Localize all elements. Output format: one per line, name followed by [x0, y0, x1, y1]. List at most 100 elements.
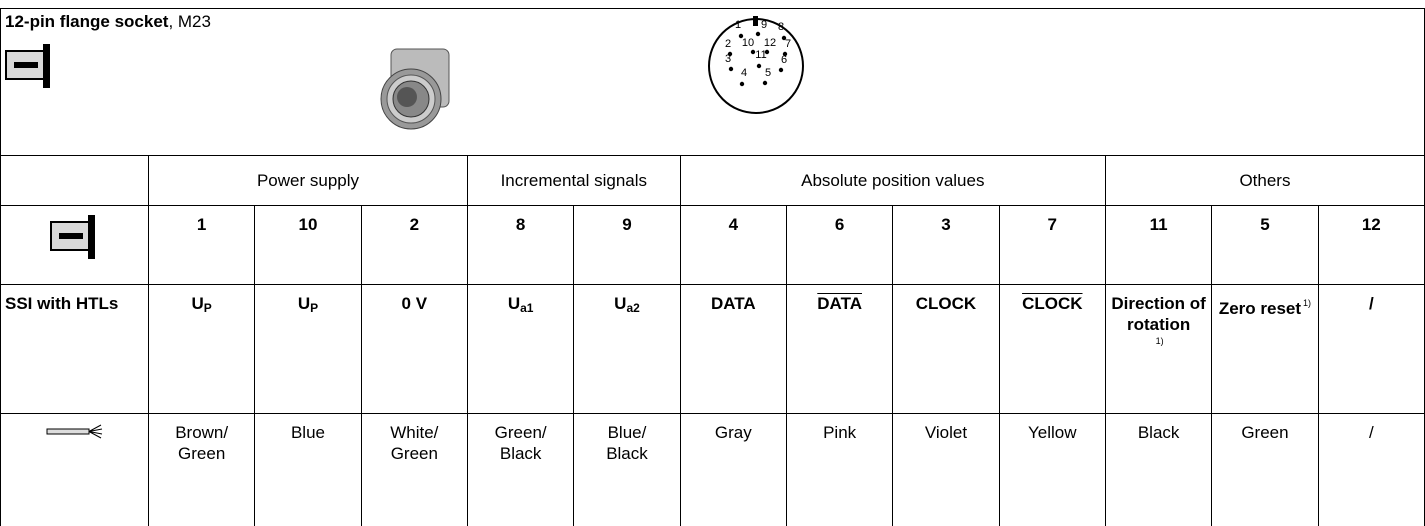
signal-cell: Ua2 [574, 285, 680, 414]
wire-color: Green/ [471, 422, 570, 443]
wire-color: Yellow [1003, 422, 1102, 443]
pin-cell: 2 [361, 206, 467, 285]
wire-color: Brown/ [152, 422, 251, 443]
wire-color: / [1322, 422, 1421, 443]
pin-number: 9 [761, 19, 767, 31]
group-header: Absolute position values [680, 156, 1105, 206]
wire-color-cell: White/Green [361, 414, 467, 526]
wire-color: White/ [365, 422, 464, 443]
header-row: 12-pin flange socket, M23 19821012731 [1, 9, 1425, 156]
wire-color: Pink [790, 422, 889, 443]
cable-icon-cell [1, 414, 149, 526]
pin-number: 3 [725, 53, 731, 65]
signal-label: SSI with HTLs [1, 285, 149, 414]
wire-color: Blue [258, 422, 357, 443]
pin-number: 5 [765, 67, 771, 79]
signal-name: CLOCK [916, 294, 976, 313]
pin-cell: 8 [467, 206, 573, 285]
signal-subscript: a2 [626, 301, 639, 315]
signal-name: 0 V [402, 294, 428, 313]
socket-icon [50, 214, 100, 260]
pin-number: 7 [785, 38, 791, 50]
cable-icon [45, 422, 105, 442]
wire-color-cell: Black [1105, 414, 1211, 526]
color-row: Brown/GreenBlueWhite/GreenGreen/BlackBlu… [1, 414, 1425, 526]
pin-cell: 9 [574, 206, 680, 285]
pin-number: 4 [741, 67, 747, 79]
wire-color: Gray [684, 422, 783, 443]
wire-color: Green [365, 443, 464, 464]
pin-number: 10 [742, 37, 754, 49]
pin-cell: 4 [680, 206, 786, 285]
wire-color: Black [471, 443, 570, 464]
footnote-ref: 1) [1111, 335, 1208, 347]
wire-color-cell: Gray [680, 414, 786, 526]
pin-table: 12-pin flange socket, M23 19821012731 [0, 8, 1425, 526]
signal-cell: CLOCK [999, 285, 1105, 414]
wire-color-cell: Yellow [999, 414, 1105, 526]
wire-color: Green [152, 443, 251, 464]
connector-photo [373, 47, 453, 131]
wire-color-cell: Brown/Green [149, 414, 255, 526]
page: {"header": {"title_bold": "12-pin flange… [0, 0, 1425, 510]
pin-cell: 7 [999, 206, 1105, 285]
signal-row: SSI with HTLs UPUP0 VUa1Ua2DATADATACLOCK… [1, 285, 1425, 414]
title-rest: , M23 [168, 12, 211, 31]
signal-cell: CLOCK [893, 285, 999, 414]
wire-color-cell: Pink [786, 414, 892, 526]
pin-cell: 10 [255, 206, 361, 285]
signal-name: U [192, 294, 204, 313]
pin-dot [763, 81, 767, 85]
signal-cell: DATA [786, 285, 892, 414]
pin-cell: 12 [1318, 206, 1424, 285]
signal-cell: / [1318, 285, 1424, 414]
signal-name: U [298, 294, 310, 313]
pin-cell: 5 [1212, 206, 1318, 285]
title-bold: 12-pin flange socket [5, 12, 168, 31]
pin-dot [740, 82, 744, 86]
wire-color: Black [577, 443, 676, 464]
wire-color: Black [1109, 422, 1208, 443]
group-header: Power supply [149, 156, 468, 206]
signal-subscript: a1 [520, 301, 533, 315]
signal-name: U [508, 294, 520, 313]
wire-color: Blue/ [577, 422, 676, 443]
pin-number: 12 [764, 37, 776, 49]
pin-cell: 1 [149, 206, 255, 285]
signal-cell: UP [255, 285, 361, 414]
header-cell: 12-pin flange socket, M23 19821012731 [1, 9, 1425, 156]
wire-color-cell: Green/Black [467, 414, 573, 526]
signal-cell: Zero reset1) [1212, 285, 1318, 414]
wire-color-cell: Violet [893, 414, 999, 526]
pin-number: 11 [755, 49, 766, 61]
wire-color-cell: Blue [255, 414, 361, 526]
group-header: Others [1105, 156, 1424, 206]
pin-number: 6 [781, 54, 787, 66]
signal-name: DATA [711, 294, 756, 313]
signal-cell: UP [149, 285, 255, 414]
group-header: Incremental signals [467, 156, 680, 206]
empty-cell [1, 156, 149, 206]
pin-dot [729, 67, 733, 71]
signal-name: Direction of rotation [1111, 294, 1205, 334]
title: 12-pin flange socket, M23 [5, 11, 211, 32]
signal-subscript: P [204, 301, 212, 315]
pin-cell: 6 [786, 206, 892, 285]
pin-diagram: 198210127311645 [701, 14, 813, 118]
pin-cell: 11 [1105, 206, 1211, 285]
pin-number: 2 [725, 38, 731, 50]
wire-color-cell: Green [1212, 414, 1318, 526]
pin-dot [757, 64, 761, 68]
wire-color-cell: / [1318, 414, 1424, 526]
pin-number: 8 [778, 21, 784, 33]
wire-color: Violet [896, 422, 995, 443]
signal-cell: Ua1 [467, 285, 573, 414]
wire-color-cell: Blue/Black [574, 414, 680, 526]
signal-cell: Direction of rotation1) [1105, 285, 1211, 414]
signal-name: CLOCK [1022, 294, 1082, 313]
pin-dot [779, 68, 783, 72]
signal-cell: DATA [680, 285, 786, 414]
signal-name: DATA [817, 294, 862, 313]
footnote-ref: 1) [1303, 298, 1311, 308]
signal-name: U [614, 294, 626, 313]
